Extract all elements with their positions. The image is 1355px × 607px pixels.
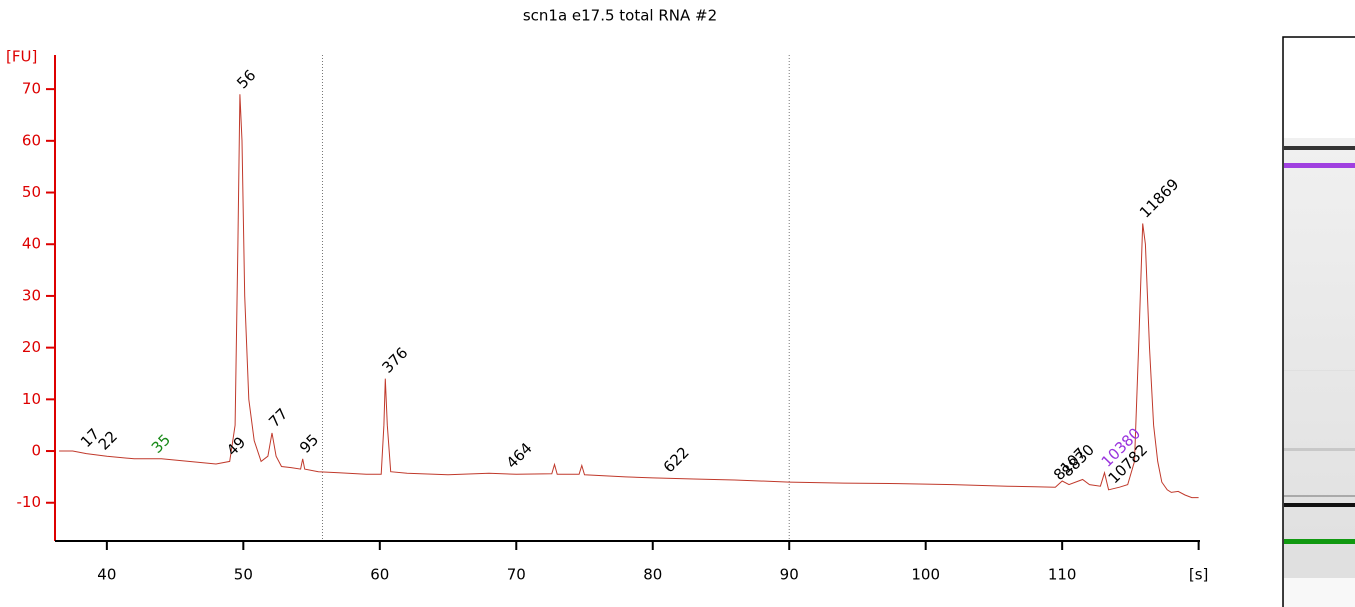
y-tick-label: 60 <box>22 131 41 149</box>
peak-label: 35 <box>148 431 174 457</box>
gel-lane <box>1282 36 1355 607</box>
y-tick-label: 50 <box>22 183 41 201</box>
x-tick-label: 70 <box>507 566 526 584</box>
y-tick-label: 40 <box>22 235 41 253</box>
peak-label: 56 <box>233 66 259 92</box>
y-tick-label: 30 <box>22 286 41 304</box>
peak-label: 464 <box>503 439 536 472</box>
y-tick-label: 20 <box>22 338 41 356</box>
trace <box>59 94 1199 499</box>
x-tick-label: 80 <box>643 566 662 584</box>
y-tick-label: -10 <box>17 493 42 511</box>
y-tick-label: 0 <box>31 442 41 460</box>
y-tick-label: 10 <box>22 390 41 408</box>
peak-label: 95 <box>296 431 322 457</box>
peak-label: 77 <box>265 405 291 431</box>
y-axis-label: [FU] <box>6 48 37 66</box>
x-tick-label: 90 <box>780 566 799 584</box>
x-tick-label: 110 <box>1048 566 1077 584</box>
y-tick-label: 70 <box>22 80 41 98</box>
peak-label: 49 <box>223 433 249 459</box>
peak-label: 376 <box>379 344 412 377</box>
x-tick-label: [s] <box>1189 566 1209 584</box>
x-tick-label: 100 <box>911 566 940 584</box>
x-tick-label: 60 <box>370 566 389 584</box>
peak-label: 622 <box>660 443 693 476</box>
peak-label: 22 <box>95 427 121 453</box>
peak-label: 8830 <box>1058 441 1098 481</box>
chart-title: scn1a e17.5 total RNA #2 <box>523 7 717 25</box>
x-tick-label: 40 <box>97 566 116 584</box>
peak-label: 11869 <box>1136 175 1182 221</box>
x-tick-label: 50 <box>234 566 253 584</box>
